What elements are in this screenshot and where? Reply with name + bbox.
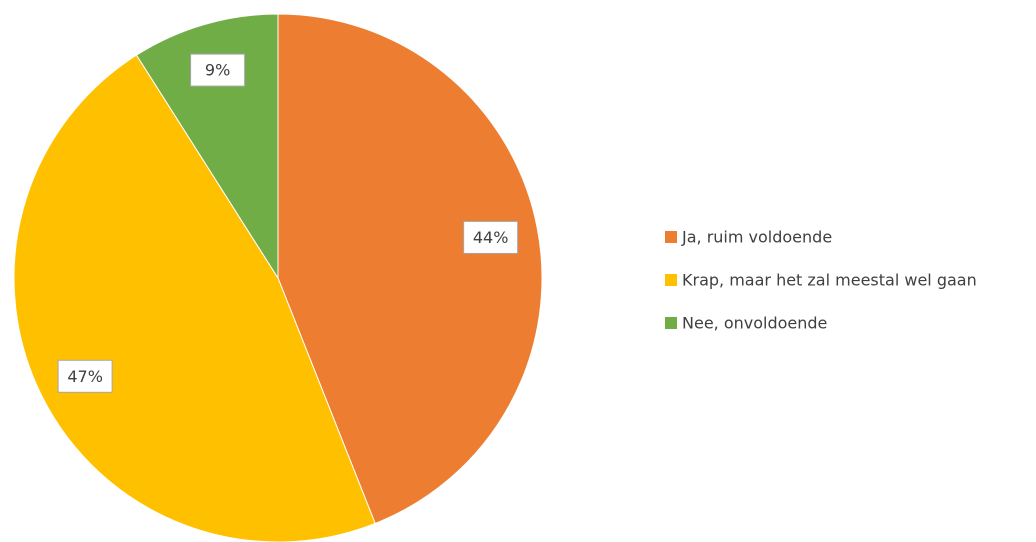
legend-label: Krap, maar het zal meestal wel gaan: [682, 271, 977, 290]
pie-slice: [277, 13, 543, 525]
legend-swatch: [665, 231, 677, 243]
legend-swatch: [665, 317, 677, 329]
data-label-box: [57, 359, 113, 393]
data-label-box: [190, 53, 246, 87]
data-label: 44%: [473, 228, 509, 247]
pie: [13, 13, 543, 542]
legend-label: Nee, onvoldoende: [682, 314, 827, 333]
data-label: 47%: [67, 367, 103, 386]
legend-label: Ja, ruim voldoende: [681, 228, 832, 247]
data-label: 9%: [205, 61, 230, 80]
data-label-box: [463, 220, 519, 254]
data-labels: 44% 47% 9%: [57, 53, 519, 393]
legend: Ja, ruim voldoende Krap, maar het zal mee…: [665, 228, 977, 333]
legend-swatch: [665, 274, 677, 286]
